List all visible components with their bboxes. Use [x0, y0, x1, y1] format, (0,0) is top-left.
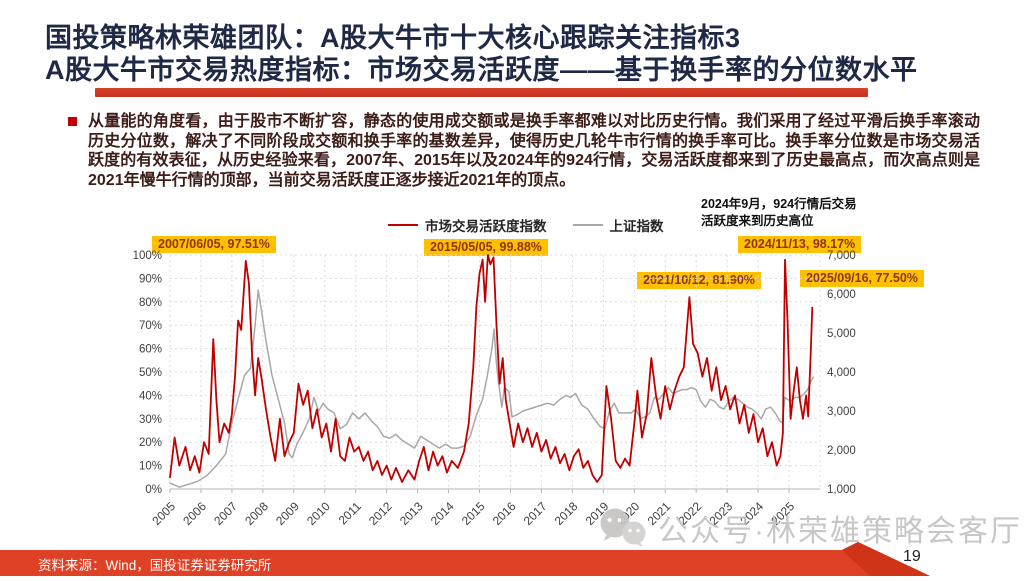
svg-text:1,000: 1,000 [827, 484, 856, 496]
slide-title: 国投策略林荣雄团队：A股大牛市十大核心跟踪关注指标3 A股大牛市交易热度指标：市… [45, 22, 975, 86]
wechat-icon [600, 508, 646, 547]
legend-label-sse: 上证指数 [609, 219, 664, 234]
svg-text:2016: 2016 [490, 499, 519, 528]
svg-text:0%: 0% [145, 484, 162, 496]
svg-text:70%: 70% [139, 320, 162, 332]
svg-text:5,000: 5,000 [827, 328, 856, 340]
annotation-latest-2025: 2025/09/16, 77.50% [800, 270, 924, 287]
svg-text:2013: 2013 [397, 499, 426, 528]
title-underline-bar [95, 88, 868, 97]
source-note: 资料来源：Wind，国投证券证券研究所 [38, 558, 272, 573]
title-line-1: 国投策略林荣雄团队：A股大牛市十大核心跟踪关注指标3 [45, 23, 741, 53]
svg-text:4,000: 4,000 [827, 367, 856, 379]
svg-text:80%: 80% [139, 297, 162, 309]
body-paragraph: 从量能的角度看，由于股市不断扩容，静态的使用成交额或是换手率都难以对比历史行情。… [88, 113, 980, 189]
annotation-peak-2021: 2021/10/12, 81.90% [637, 272, 761, 289]
svg-text:2017: 2017 [521, 499, 550, 528]
svg-text:2008: 2008 [242, 499, 271, 528]
legend-item-activity: 市场交易活跃度指数 [388, 215, 547, 235]
svg-text:6,000: 6,000 [827, 289, 856, 301]
chart-note-924: 2024年9月，924行情后交易 活跃度来到历史高位 [701, 197, 857, 228]
svg-text:10%: 10% [139, 461, 162, 473]
bullet-square-icon [68, 117, 77, 126]
svg-text:40%: 40% [139, 390, 162, 402]
body-paragraph-block: 从量能的角度看，由于股市不断扩容，静态的使用成交额或是换手率都难以对比历史行情。… [68, 112, 980, 190]
svg-text:2012: 2012 [366, 499, 395, 528]
annotation-peak-2015: 2015/05/05, 99.88% [424, 239, 548, 256]
annotation-peak-2007: 2007/06/05, 97.51% [152, 236, 276, 253]
legend-item-sse: 上证指数 [572, 215, 664, 235]
watermark: 公众号·林荣雄策略会客厅 [596, 506, 1022, 550]
svg-text:20%: 20% [139, 437, 162, 449]
footer-red-banner [0, 542, 930, 576]
footer-bar: 资料来源：Wind，国投证券证券研究所 [0, 541, 1024, 576]
svg-text:2010: 2010 [304, 499, 333, 528]
svg-text:50%: 50% [139, 367, 162, 379]
watermark-text: 公众号·林荣雄策略会客厅 [658, 515, 1022, 548]
chart-legend: 市场交易活跃度指数 上证指数 [388, 215, 664, 235]
page-number: 19 [903, 548, 921, 565]
svg-text:2007: 2007 [211, 499, 240, 528]
svg-text:2014: 2014 [428, 499, 457, 528]
svg-text:2005: 2005 [149, 499, 178, 528]
svg-text:2018: 2018 [552, 499, 581, 528]
svg-text:2006: 2006 [180, 499, 209, 528]
gray-line-swatch-icon [572, 224, 603, 226]
annotation-peak-2024: 2024/11/13, 98.17% [738, 236, 862, 253]
svg-text:3,000: 3,000 [827, 406, 856, 418]
legend-label-activity: 市场交易活跃度指数 [425, 219, 547, 234]
red-line-swatch-icon [388, 224, 418, 226]
svg-text:90%: 90% [139, 273, 162, 285]
title-line-2: A股大牛市交易热度指标：市场交易活跃度——基于换手率的分位数水平 [45, 55, 918, 85]
svg-text:60%: 60% [139, 344, 162, 356]
svg-text:2,000: 2,000 [827, 445, 856, 457]
svg-text:2011: 2011 [336, 499, 364, 527]
svg-text:2009: 2009 [273, 499, 302, 528]
svg-text:2015: 2015 [459, 499, 488, 528]
svg-text:30%: 30% [139, 414, 162, 426]
